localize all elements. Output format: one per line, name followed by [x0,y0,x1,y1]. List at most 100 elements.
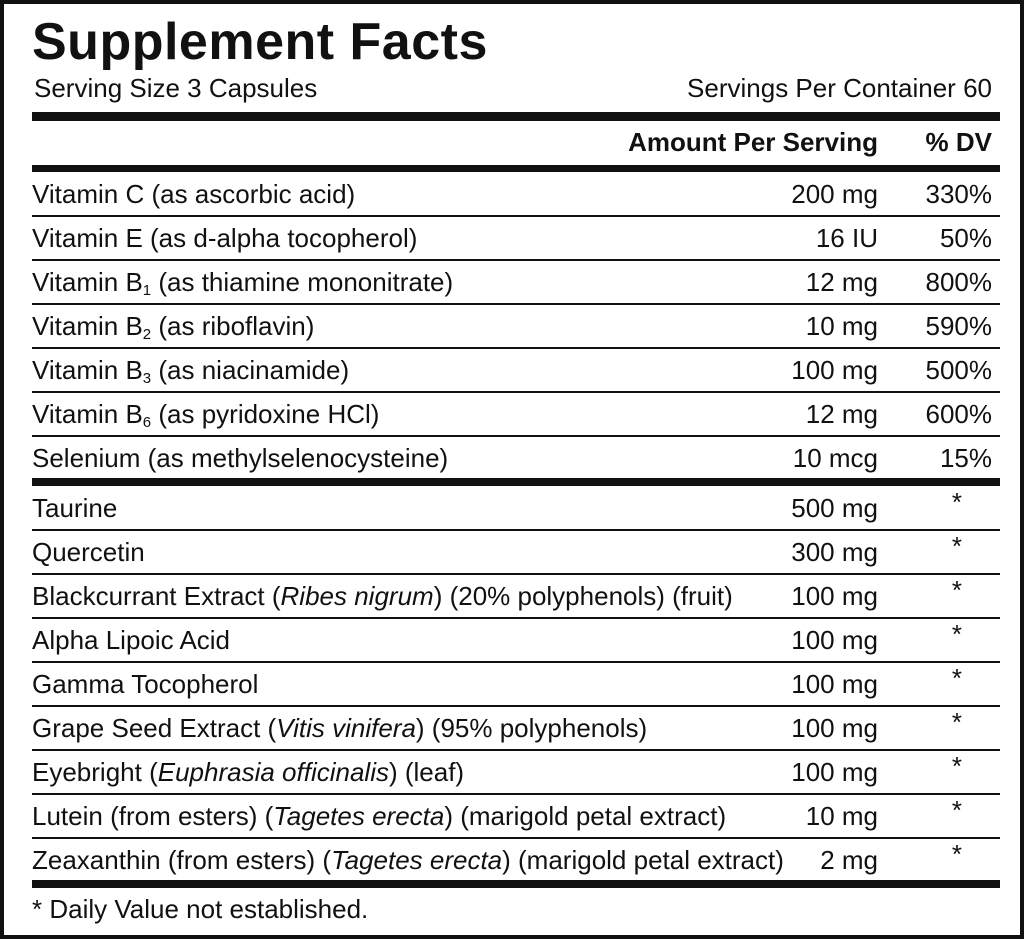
amount: 100 mg [791,581,878,611]
servings-per-container: Servings Per Container 60 [687,73,992,103]
name-text: Taurine [32,493,118,523]
subscript: 1 [142,282,152,299]
ingredient-name: Blackcurrant Extract (Ribes nigrum) (20%… [32,580,733,612]
row-rule [32,529,1000,531]
row-rule [32,303,1000,305]
amount: 500 mg [791,493,878,523]
row-rule [32,435,1000,437]
row-rule [32,749,1000,751]
amount: 2 mg [820,845,878,875]
daily-value: * [951,839,962,869]
row-rule [32,793,1000,795]
amount: 200 mg [791,179,878,209]
subscript: 3 [142,370,152,387]
thick-rule [32,478,1000,486]
ingredient-name: Vitamin B2 (as riboflavin) [32,310,314,342]
daily-value: * [951,487,962,517]
amount: 12 mg [805,399,878,429]
name-text: Selenium (as methylselenocysteine) [32,443,449,473]
name-text: (as riboflavin) [151,311,315,341]
amount: 10 mg [805,311,878,341]
amount: 100 mg [791,625,878,655]
name-text: ) (marigold petal extract) [502,845,784,875]
thick-rule [32,112,1000,121]
row-rule [32,837,1000,839]
amount: 10 mcg [792,443,878,473]
name-text: Grape Seed Extract ( [32,713,277,743]
name-text: (as thiamine mononitrate) [151,267,454,297]
ingredient-name: Taurine [32,492,117,524]
amount-header: Amount Per Serving [628,127,878,157]
ingredient-name: Vitamin E (as d-alpha tocopherol) [32,222,417,254]
name-text: (as pyridoxine HCl) [151,399,380,429]
amount: 12 mg [805,267,878,297]
row-rule [32,215,1000,217]
name-text: Vitamin B [32,355,143,385]
amount: 16 IU [815,223,878,253]
name-text: Alpha Lipoic Acid [32,625,231,655]
latin-name: Euphrasia officinalis [157,757,389,787]
ingredient-name: Zeaxanthin (from esters) (Tagetes erecta… [32,844,784,876]
ingredient-name: Alpha Lipoic Acid [32,624,230,656]
ingredient-name: Grape Seed Extract (Vitis vinifera) (95%… [32,712,647,744]
name-text: Lutein (from esters) ( [32,801,274,831]
ingredient-name: Vitamin B3 (as niacinamide) [32,354,349,386]
latin-name: Tagetes erecta [331,845,503,875]
amount: 100 mg [791,713,878,743]
name-text: Gamma Tocopherol [32,669,259,699]
row-rule [32,705,1000,707]
name-text: ) (95% polyphenols) [415,713,648,743]
serving-size: Serving Size 3 Capsules [34,73,318,103]
ingredient-name: Vitamin B1 (as thiamine mononitrate) [32,266,453,298]
daily-value: * [951,707,962,737]
name-text: ) (marigold petal extract) [444,801,727,831]
daily-value: * [951,531,962,561]
amount: 100 mg [791,355,878,385]
row-rule [32,573,1000,575]
thick-rule [32,165,1000,172]
daily-value: * [951,575,962,605]
name-text: ) (20% polyphenols) (fruit) [433,581,733,611]
ingredient-name: Eyebright (Euphrasia officinalis) (leaf) [32,756,464,788]
daily-value: 500% [925,355,993,385]
amount: 10 mg [805,801,878,831]
latin-name: Ribes nigrum [280,581,434,611]
daily-value: * [951,663,962,693]
name-text: (as niacinamide) [151,355,350,385]
row-rule [32,391,1000,393]
title: Supplement Facts [32,13,488,71]
subscript: 6 [142,414,152,431]
name-text: Vitamin E (as d-alpha tocopherol) [32,223,418,253]
name-text: Eyebright ( [32,757,158,787]
ingredient-name: Vitamin C (as ascorbic acid) [32,178,355,210]
amount: 100 mg [791,669,878,699]
row-rule [32,661,1000,663]
ingredient-name: Vitamin B6 (as pyridoxine HCl) [32,398,379,430]
name-text: Quercetin [32,537,145,567]
name-text: Zeaxanthin (from esters) ( [32,845,332,875]
daily-value: 600% [925,399,993,429]
ingredient-name: Gamma Tocopherol [32,668,258,700]
ingredient-name: Lutein (from esters) (Tagetes erecta) (m… [32,800,726,832]
daily-value: * [951,751,962,781]
name-text: Vitamin B [32,311,143,341]
latin-name: Tagetes erecta [273,801,445,831]
daily-value: * [951,619,962,649]
daily-value: 50% [939,223,992,253]
daily-value: 15% [939,443,992,473]
amount: 100 mg [791,757,878,787]
name-text: Blackcurrant Extract ( [32,581,281,611]
name-text: ) (leaf) [388,757,465,787]
dv-header: % DV [925,127,992,157]
row-rule [32,617,1000,619]
daily-value: * [951,795,962,825]
name-text: Vitamin C (as ascorbic acid) [32,179,356,209]
name-text: Vitamin B [32,267,143,297]
subscript: 2 [142,326,152,343]
daily-value: 590% [925,311,993,341]
ingredient-name: Selenium (as methylselenocysteine) [32,442,448,474]
latin-name: Vitis vinifera [276,713,416,743]
daily-value: 800% [925,267,993,297]
daily-value: 330% [925,179,993,209]
